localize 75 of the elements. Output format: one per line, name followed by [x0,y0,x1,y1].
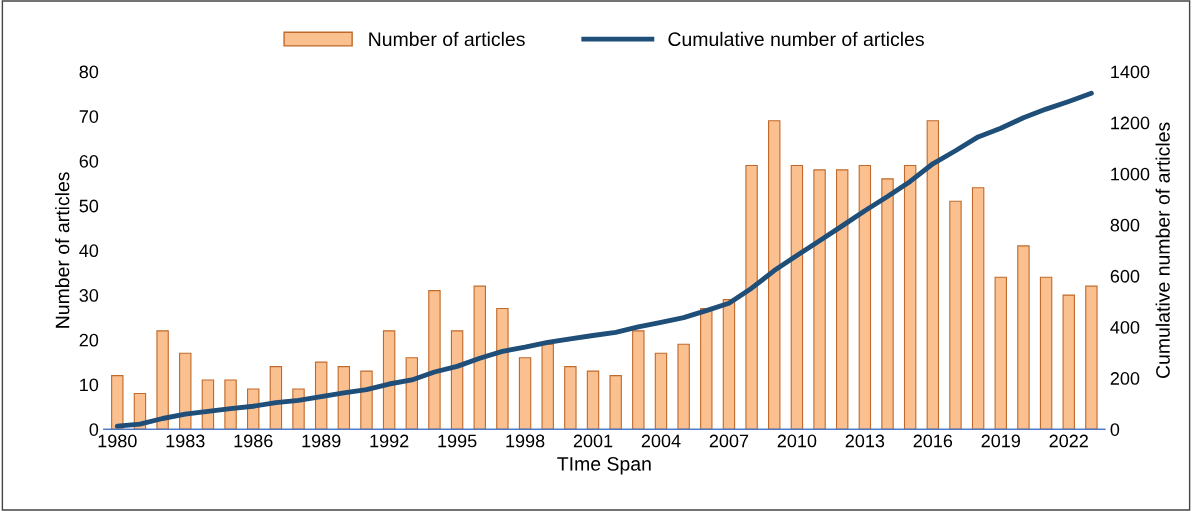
bar [700,307,713,430]
y-tick-label: 10 [80,378,99,392]
line-series [114,90,1094,429]
y-tick-label: 0 [89,423,99,436]
y-tick-label: 40 [79,244,99,258]
y2-tick-label: 0 [1110,423,1120,436]
bar [1039,276,1053,430]
x-tick-label: 2010 [777,434,817,448]
bar [949,200,962,430]
x-tick-label: 1995 [438,434,477,448]
bar [564,366,577,430]
y2-tick-label: 1000 [1111,167,1150,181]
y2-tick-label: 200 [1110,372,1140,385]
x-tick-label: 1998 [506,434,545,448]
y2-axis-title: Cumulative number of articles [1155,122,1170,378]
y-tick-label: 60 [79,154,99,168]
bar [1017,245,1030,430]
x-tick-label: 2016 [913,434,953,448]
x-tick-label: 2022 [1049,434,1088,448]
bar [360,370,373,430]
bar [518,357,532,430]
legend-label: Number of articles [369,31,525,47]
y2-tick-label: 400 [1110,320,1140,334]
bar [428,290,441,430]
y2-tick-label: 800 [1110,218,1140,232]
bar [881,178,894,430]
bar [722,299,736,430]
y-tick-label: 70 [79,110,99,123]
legend-label: Cumulative number of articles [668,31,924,47]
x-tick-label: 2001 [573,434,613,448]
bar [586,370,600,430]
y2-tick-label: 1200 [1111,116,1150,130]
y-tick-label: 20 [79,333,99,347]
bar [971,187,985,430]
x-axis-title: TIme Span [557,457,651,475]
bar [926,120,940,430]
bar [768,120,781,430]
bar [111,375,124,430]
x-tick-label: 2004 [641,434,681,448]
y2-tick-label: 1400 [1111,65,1150,79]
x-tick-label: 1992 [370,434,409,448]
bar [541,343,554,430]
bar [632,330,645,430]
x-tick-label: 1983 [166,434,205,448]
x-tick-label: 1986 [234,434,273,448]
bar [179,352,192,430]
bar [1085,285,1098,430]
bar [496,307,509,430]
bar [994,276,1007,430]
bar [1062,294,1075,430]
bar [382,330,396,430]
bar [156,330,169,430]
bar [790,164,804,430]
y-tick-label: 80 [79,65,99,79]
bar [450,330,464,430]
x-tick-label: 1989 [302,434,341,448]
bar [903,164,917,430]
x-tick-label: 2013 [845,434,885,448]
bar [473,285,486,430]
bar [654,352,668,430]
x-tick-label: 2019 [981,434,1021,448]
bar [677,343,690,430]
bar [813,169,826,430]
x-tick-label: 2007 [709,434,749,448]
y-tick-label: 50 [79,199,99,213]
bar [858,164,872,430]
y2-tick-label: 600 [1110,269,1140,283]
bar [224,379,237,430]
y-axis-title: Number of articles [55,172,70,328]
bar [405,357,419,430]
bar [835,169,849,430]
x-tick-label: 1980 [98,434,137,448]
bar [745,164,758,430]
bar [609,375,622,430]
y-tick-label: 30 [79,289,99,302]
